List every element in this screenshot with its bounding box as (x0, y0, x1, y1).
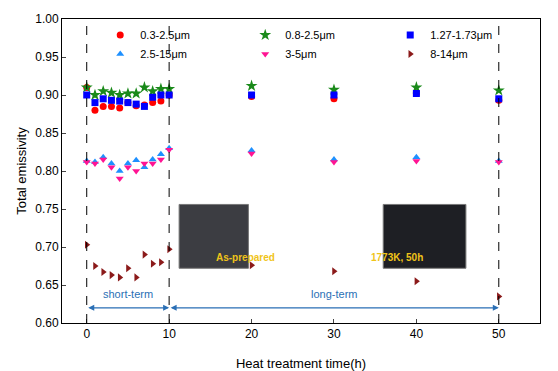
svg-text:Total emissivity: Total emissivity (14, 127, 29, 215)
svg-text:30: 30 (327, 327, 341, 341)
svg-text:1.00: 1.00 (35, 12, 59, 26)
svg-text:0: 0 (83, 327, 90, 341)
svg-text:0.95: 0.95 (35, 50, 59, 64)
svg-text:0.70: 0.70 (35, 240, 59, 254)
svg-text:0.85: 0.85 (35, 126, 59, 140)
svg-text:short-term: short-term (103, 288, 153, 300)
svg-text:As-prepared: As-prepared (216, 252, 275, 263)
svg-text:long-term: long-term (311, 288, 357, 300)
svg-text:0.80: 0.80 (35, 164, 59, 178)
svg-text:0.8-2.5μm: 0.8-2.5μm (285, 29, 335, 41)
svg-text:50: 50 (492, 327, 506, 341)
svg-text:10: 10 (162, 327, 176, 341)
svg-text:2.5-15μm: 2.5-15μm (140, 48, 187, 60)
svg-text:8-14μm: 8-14μm (430, 48, 468, 60)
svg-text:0.60: 0.60 (35, 316, 59, 330)
svg-text:0.75: 0.75 (35, 202, 59, 216)
svg-text:1.27-1.73μm: 1.27-1.73μm (430, 29, 492, 41)
svg-text:0.65: 0.65 (35, 278, 59, 292)
svg-text:Heat treatment time(h): Heat treatment time(h) (236, 356, 366, 371)
svg-text:0.3-2.5μm: 0.3-2.5μm (140, 29, 190, 41)
svg-text:40: 40 (410, 327, 424, 341)
svg-text:20: 20 (245, 327, 259, 341)
svg-text:1773K, 50h: 1773K, 50h (371, 252, 423, 263)
svg-text:3-5μm: 3-5μm (285, 48, 316, 60)
svg-text:0.90: 0.90 (35, 88, 59, 102)
